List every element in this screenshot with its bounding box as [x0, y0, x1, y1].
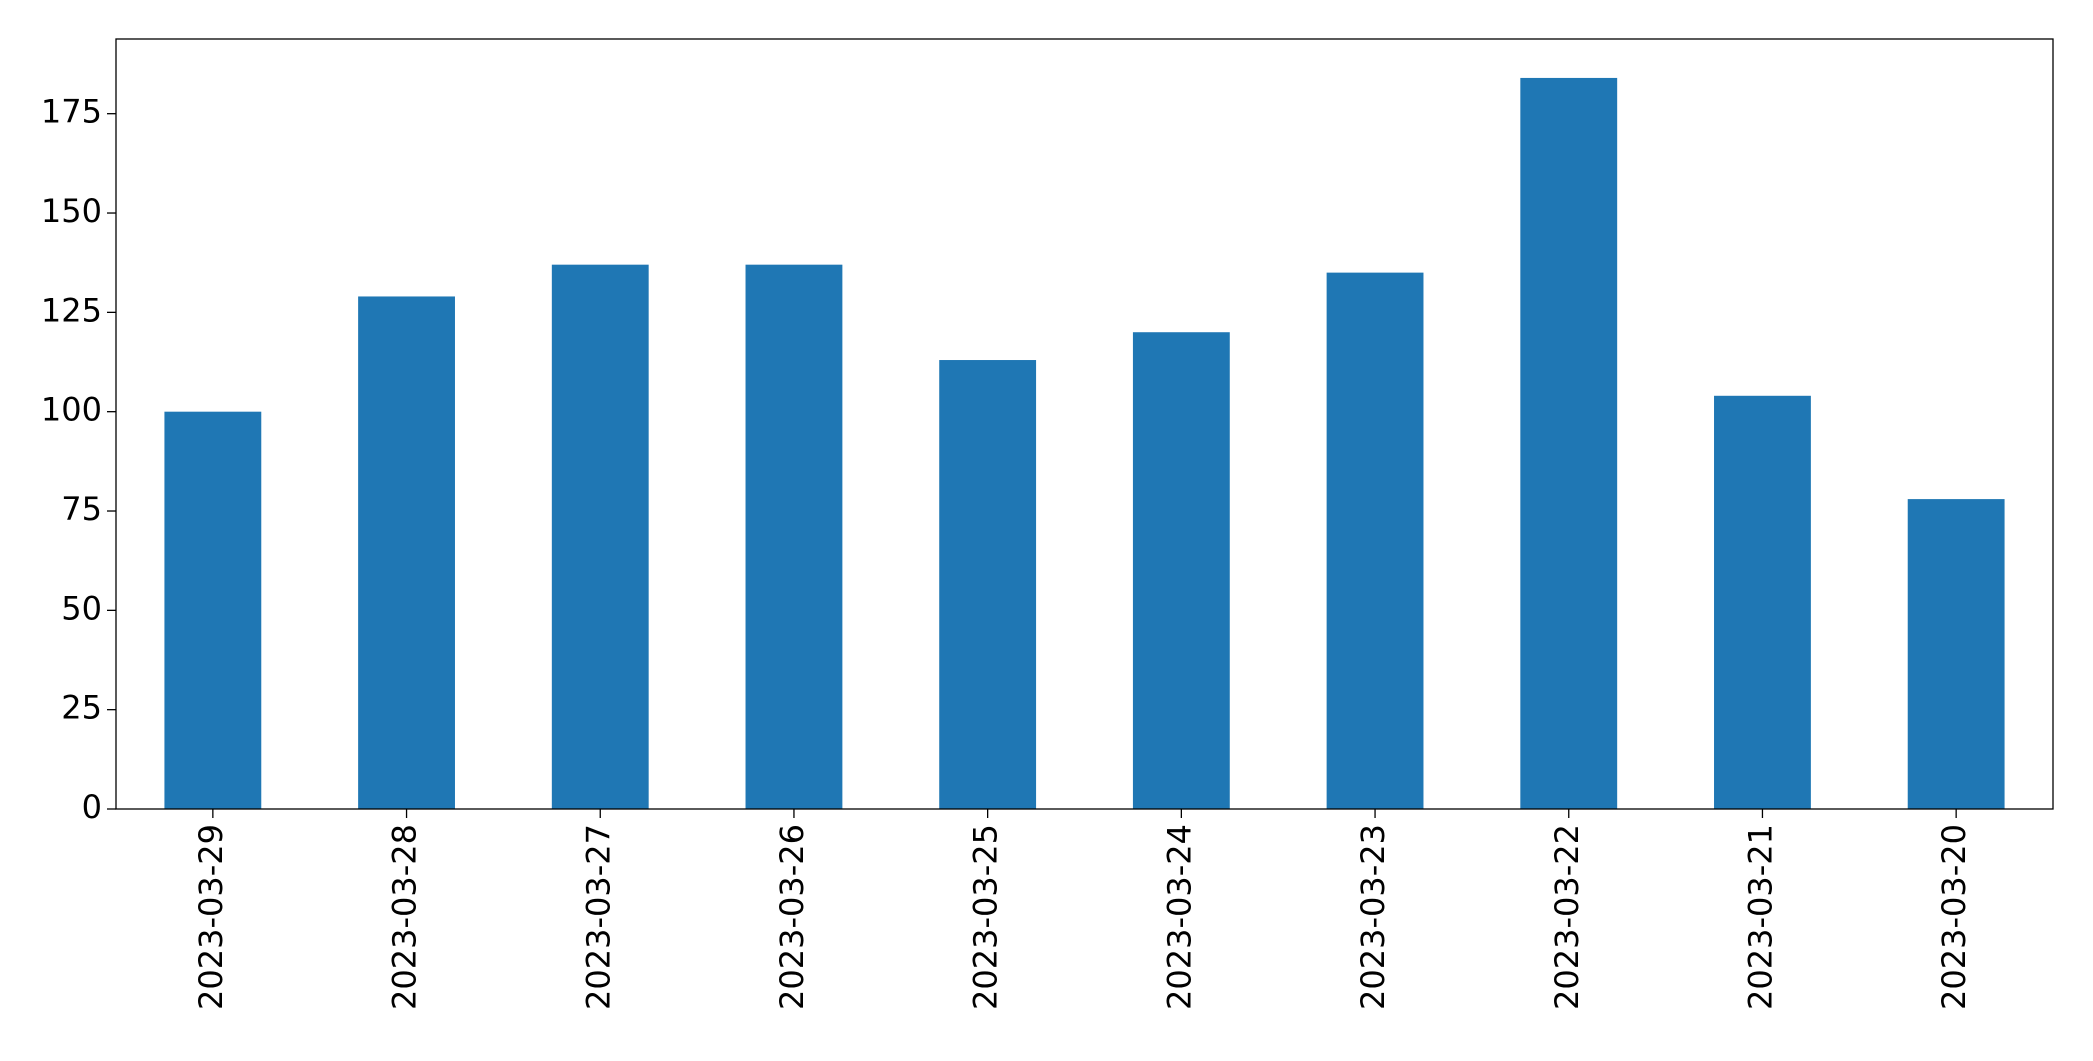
bar: [745, 264, 843, 809]
x-tick-label: 2023-03-23: [1354, 824, 1392, 1010]
bar: [1520, 77, 1618, 809]
y-tick-label: 125: [41, 291, 102, 329]
x-tick-label: 2023-03-29: [192, 824, 230, 1010]
y-tick-label: 100: [41, 391, 102, 429]
x-tick-label: 2023-03-24: [1160, 824, 1198, 1010]
x-tick-label: 2023-03-22: [1548, 824, 1586, 1010]
y-tick-label: 150: [41, 192, 102, 230]
x-tick-label: 2023-03-28: [386, 824, 424, 1010]
axes-frame: [115, 38, 2054, 810]
x-tick-label: 2023-03-26: [773, 824, 811, 1010]
y-tick-label: 0: [82, 788, 102, 826]
y-tick-label: 75: [61, 490, 102, 528]
bar: [939, 360, 1037, 809]
y-tick-label: 50: [61, 589, 102, 627]
bar: [1326, 272, 1424, 809]
y-tick-label: 25: [61, 689, 102, 727]
bar: [551, 264, 649, 809]
x-tick-label: 2023-03-25: [967, 824, 1005, 1010]
x-tick-label: 2023-03-20: [1935, 824, 1973, 1010]
x-tick-label: 2023-03-21: [1741, 824, 1779, 1010]
bar: [1907, 499, 2005, 809]
x-tick-label: 2023-03-27: [579, 824, 617, 1010]
y-tick-label: 175: [41, 93, 102, 131]
bar: [1714, 395, 1811, 809]
bar: [358, 296, 455, 809]
bar: [164, 411, 262, 809]
bar: [1132, 332, 1230, 809]
